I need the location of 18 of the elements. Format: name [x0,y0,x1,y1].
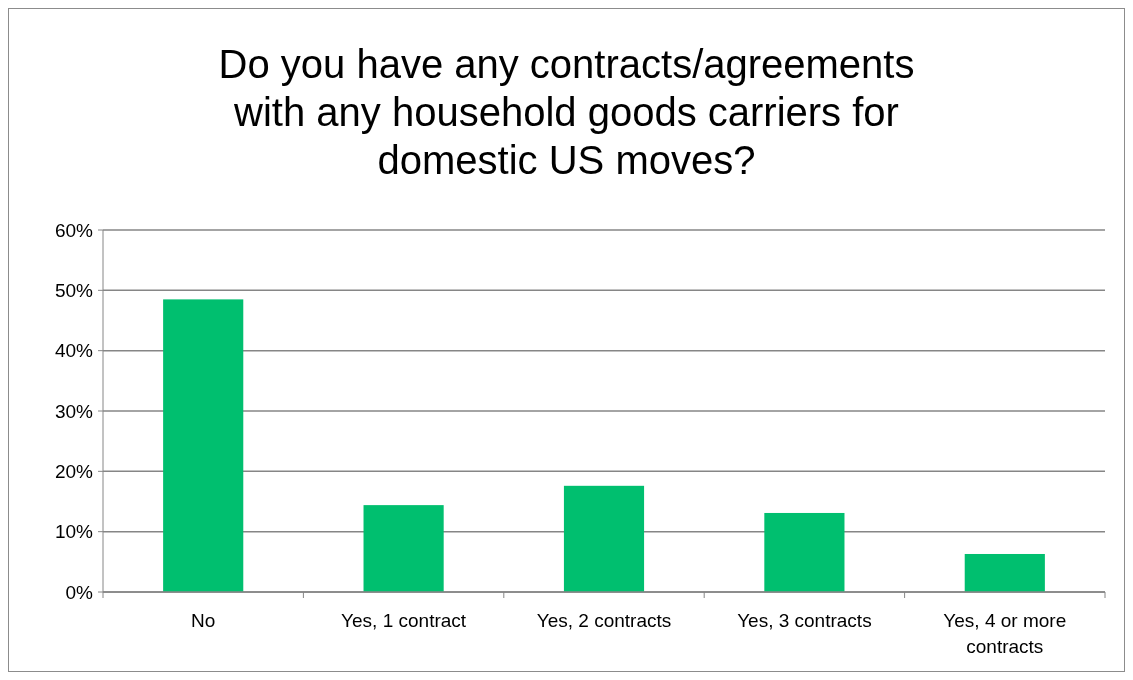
x-tick-label: Yes, 1 contract [341,610,467,631]
y-tick-label: 20% [54,460,94,482]
x-tick-label: No [191,610,216,631]
y-tick-label: 10% [54,521,94,543]
bar [563,485,645,592]
y-tick-label: 30% [54,400,94,422]
x-tick-label: Yes, 3 contracts [737,610,872,631]
bar [764,512,845,592]
bar [163,299,244,592]
y-tick-label: 40% [54,340,94,362]
y-tick-label: 0% [65,581,94,603]
y-tick-label: 60% [54,219,94,241]
x-tick-label: Yes, 2 contracts [536,610,672,631]
bar [363,505,444,592]
x-tick-label: Yes, 4 or more contracts [943,610,1067,657]
y-tick-label: 50% [54,279,94,301]
chart-title: Do you have any contracts/agreements with any household goods carriers for domestic US moves? [218,42,915,182]
bar [964,553,1045,592]
